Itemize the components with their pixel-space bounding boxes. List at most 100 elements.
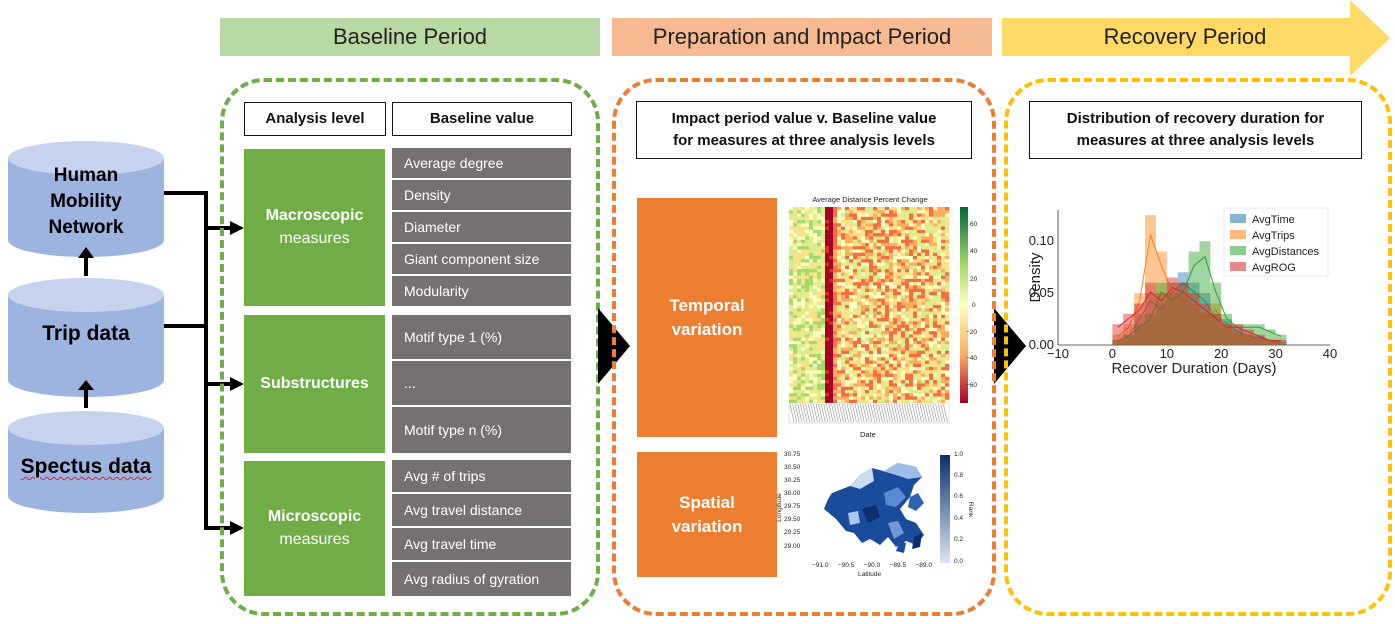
heatmap-cell [849, 376, 854, 381]
heatmap-cell [789, 242, 794, 247]
heatmap-cell [917, 295, 922, 299]
x-tick-label: 10 [1160, 346, 1174, 361]
heatmap-cell [833, 331, 838, 335]
heatmap-cell [813, 367, 818, 371]
heatmap-cell [841, 216, 846, 221]
heatmap-cell [865, 354, 870, 358]
heatmap-cell [797, 389, 802, 394]
heatmap-cell [829, 278, 834, 283]
heatmap-cell [909, 340, 914, 345]
heatmap-cell [833, 396, 838, 400]
heatmap-cell [905, 399, 910, 404]
hist-bar-AvgTrips [1188, 303, 1200, 345]
heatmap-cell [893, 229, 898, 234]
heatmap-cell [825, 262, 830, 266]
heatmap-cell [801, 367, 806, 371]
heatmap-cell [921, 278, 926, 283]
heatmap-cell [805, 334, 810, 338]
heatmap-cell [913, 393, 918, 397]
heatmap-cell [941, 291, 946, 296]
heatmap-cell [813, 288, 818, 293]
heatmap-cell [941, 275, 946, 280]
heatmap-cell [829, 331, 834, 335]
heatmap-cell [905, 396, 910, 400]
heatmap-cell [921, 311, 926, 315]
heatmap-cell [857, 295, 862, 299]
heatmap-cell [897, 249, 902, 253]
heatmap-cell [869, 301, 874, 306]
heatmap-cell [921, 291, 926, 296]
heatmap-cell [905, 314, 910, 319]
heatmap-cell [829, 386, 834, 391]
heatmap-cell [933, 363, 938, 368]
heatmap-cell [821, 239, 826, 244]
heatmap-cell [937, 354, 942, 358]
heatmap-cell [889, 285, 894, 289]
heatmap-cell [793, 265, 798, 270]
heatmap-cell [845, 308, 850, 312]
x-axis-label: Recover Duration (Days) [1111, 360, 1276, 377]
heatmap-cell [901, 327, 906, 332]
heatmap-cell [797, 360, 802, 364]
heatmap-cell [857, 357, 862, 361]
heatmap-cell [925, 295, 930, 299]
heatmap-cell [861, 269, 866, 273]
heatmap-cell [917, 239, 922, 244]
heatmap-cell [913, 285, 918, 289]
heatmap-cell [917, 314, 922, 319]
heatmap-cell [881, 350, 886, 355]
heatmap-cell [817, 383, 822, 387]
heatmap-cell [789, 229, 794, 234]
heatmap-cell [869, 321, 874, 325]
heatmap-cell [913, 282, 918, 286]
map-chart [818, 455, 950, 563]
heatmap-cell [869, 360, 874, 364]
heatmap-cell [813, 207, 818, 211]
heatmap-cell [909, 285, 914, 289]
heatmap-cell [945, 367, 950, 371]
heatmap-cell [797, 220, 802, 224]
heatmap-cell [881, 311, 886, 315]
heatmap-cell [929, 380, 934, 384]
heatmap-cell [821, 285, 826, 289]
hist-bar-AvgDistances [1221, 313, 1233, 345]
heatmap-cell [841, 288, 846, 293]
heatmap-cell [885, 262, 890, 266]
heatmap-cell [913, 269, 918, 273]
heatmap-cell [813, 363, 818, 368]
heatmap-cell [921, 389, 926, 394]
heatmap-cell [837, 298, 842, 302]
heatmap-cell [909, 376, 914, 381]
heatmap-cell [905, 262, 910, 266]
heatmap-cell [933, 318, 938, 322]
heatmap-cell [841, 301, 846, 306]
heatmap-cell [941, 298, 946, 302]
heatmap-cell [801, 376, 806, 381]
heatmap-cell [933, 220, 938, 224]
heatmap-cell [917, 393, 922, 397]
heatmap-cell [917, 256, 922, 260]
heatmap-cell [833, 363, 838, 368]
heatmap-cell [841, 285, 846, 289]
heatmap-cell [937, 321, 942, 325]
heatmap-cell [869, 236, 874, 240]
heatmap-cell [817, 282, 822, 286]
heatmap-cell [877, 350, 882, 355]
heatmap-cell [945, 288, 950, 293]
heatmap-cell [897, 324, 902, 329]
heatmap-cell [845, 327, 850, 332]
heatmap-cell [861, 318, 866, 322]
hist-bar-AvgDistances [1210, 282, 1222, 345]
heatmap-cell [869, 213, 874, 217]
heatmap-cell [929, 249, 934, 253]
heatmap-cell [821, 383, 826, 387]
heatmap-cell [869, 288, 874, 293]
heatmap-cell [849, 347, 854, 351]
heatmap-cell [801, 256, 806, 260]
temporal-line1: Temporal [669, 295, 745, 315]
heatmap-cell [809, 340, 814, 345]
heatmap-cell [825, 288, 830, 293]
heatmap-cell [913, 360, 918, 364]
heatmap-cell [837, 236, 842, 240]
heatmap-cell [941, 327, 946, 332]
